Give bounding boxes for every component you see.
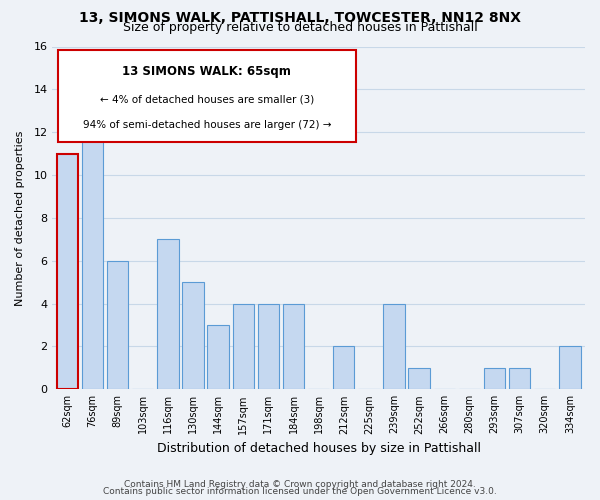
Text: 13, SIMONS WALK, PATTISHALL, TOWCESTER, NN12 8NX: 13, SIMONS WALK, PATTISHALL, TOWCESTER, …: [79, 12, 521, 26]
Text: Contains public sector information licensed under the Open Government Licence v3: Contains public sector information licen…: [103, 488, 497, 496]
Bar: [107, 261, 128, 390]
Bar: [333, 346, 355, 390]
Bar: [283, 304, 304, 390]
Bar: [182, 282, 204, 390]
Bar: [233, 304, 254, 390]
X-axis label: Distribution of detached houses by size in Pattishall: Distribution of detached houses by size …: [157, 442, 481, 455]
Bar: [509, 368, 530, 390]
Text: 94% of semi-detached houses are larger (72) →: 94% of semi-detached houses are larger (…: [83, 120, 331, 130]
Text: Contains HM Land Registry data © Crown copyright and database right 2024.: Contains HM Land Registry data © Crown c…: [124, 480, 476, 489]
Bar: [383, 304, 405, 390]
Text: ← 4% of detached houses are smaller (3): ← 4% of detached houses are smaller (3): [100, 94, 314, 104]
Bar: [559, 346, 581, 390]
Text: Size of property relative to detached houses in Pattishall: Size of property relative to detached ho…: [122, 22, 478, 35]
Bar: [484, 368, 505, 390]
FancyBboxPatch shape: [58, 50, 356, 142]
Bar: [258, 304, 279, 390]
Bar: [208, 325, 229, 390]
Text: 13 SIMONS WALK: 65sqm: 13 SIMONS WALK: 65sqm: [122, 66, 291, 78]
Y-axis label: Number of detached properties: Number of detached properties: [15, 130, 25, 306]
Bar: [157, 240, 179, 390]
Bar: [409, 368, 430, 390]
Bar: [82, 111, 103, 390]
Bar: [57, 154, 78, 390]
